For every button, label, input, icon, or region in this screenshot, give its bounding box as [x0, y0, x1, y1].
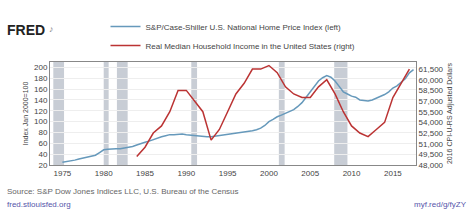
- svg-text:48,000: 48,000: [419, 161, 444, 170]
- svg-text:Index Jan 2000=100: Index Jan 2000=100: [22, 82, 29, 146]
- svg-text:2005: 2005: [301, 169, 319, 178]
- svg-text:80: 80: [38, 128, 47, 137]
- svg-text:58,500: 58,500: [419, 86, 444, 95]
- svg-text:♪: ♪: [49, 24, 54, 34]
- svg-text:myf.red/g/fyZY: myf.red/g/fyZY: [414, 200, 467, 209]
- svg-text:Real Median Household Income i: Real Median Household Income in the Unit…: [146, 42, 355, 51]
- svg-text:54,000: 54,000: [419, 118, 444, 127]
- svg-text:60: 60: [38, 139, 47, 148]
- svg-text:fred.stlouisfed.org: fred.stlouisfed.org: [7, 200, 71, 209]
- svg-text:57,000: 57,000: [419, 97, 444, 106]
- svg-text:2000: 2000: [260, 169, 278, 178]
- svg-text:1995: 1995: [219, 169, 237, 178]
- svg-text:FRED: FRED: [7, 22, 45, 38]
- svg-text:20: 20: [38, 161, 47, 170]
- svg-text:52,500: 52,500: [419, 129, 444, 138]
- svg-text:100: 100: [34, 117, 48, 126]
- svg-text:200: 200: [34, 63, 48, 72]
- svg-text:S&P/Case-Shiller U.S. National: S&P/Case-Shiller U.S. National Home Pric…: [146, 23, 342, 32]
- svg-text:160: 160: [34, 85, 48, 94]
- svg-text:140: 140: [34, 96, 48, 105]
- svg-text:61,500: 61,500: [419, 65, 444, 74]
- svg-text:120: 120: [34, 107, 48, 116]
- svg-text:1975: 1975: [53, 169, 71, 178]
- svg-text:60,000: 60,000: [419, 76, 444, 85]
- svg-text:1990: 1990: [177, 169, 195, 178]
- svg-text:51,000: 51,000: [419, 139, 444, 148]
- svg-text:1985: 1985: [136, 169, 154, 178]
- svg-text:40: 40: [38, 150, 47, 159]
- svg-text:1980: 1980: [95, 169, 113, 178]
- svg-text:55,500: 55,500: [419, 108, 444, 117]
- svg-text:2015: 2015: [384, 169, 402, 178]
- svg-text:2010: 2010: [343, 169, 361, 178]
- svg-text:180: 180: [34, 74, 48, 83]
- svg-text:Source: S&P Dow Jones Indices: Source: S&P Dow Jones Indices LLC, U.S. …: [7, 187, 239, 196]
- svg-text:49,500: 49,500: [419, 150, 444, 159]
- svg-text:2016 CPI-U-RS Adjusted Dollars: 2016 CPI-U-RS Adjusted Dollars: [446, 62, 454, 164]
